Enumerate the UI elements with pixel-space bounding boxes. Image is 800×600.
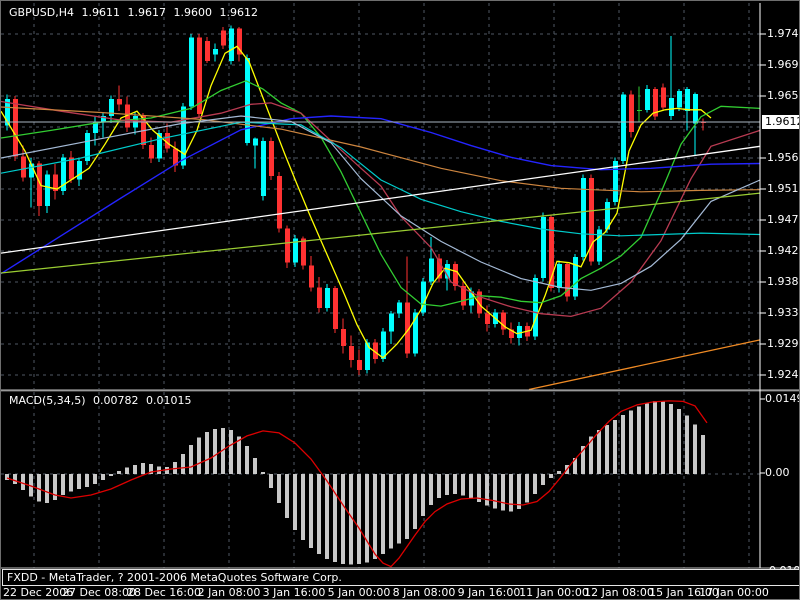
time-axis-label: 2 Jan 08:00 bbox=[197, 586, 261, 599]
macd-histogram bbox=[5, 400, 705, 565]
time-axis-label: 5 Jan 00:00 bbox=[327, 586, 391, 599]
time-axis-label: 15 Jan 16:00 bbox=[649, 586, 719, 599]
price-axis-label: 1.9425 bbox=[767, 244, 799, 257]
quote-open: 1.9611 bbox=[81, 6, 120, 19]
macd-name: MACD(5,34,5) bbox=[9, 394, 86, 407]
time-axis-label: 9 Jan 16:00 bbox=[457, 586, 521, 599]
ma-goldenrod bbox=[1, 106, 761, 193]
time-axis-label: 12 Jan 08:00 bbox=[584, 586, 654, 599]
trendline-orange bbox=[528, 339, 761, 391]
price-axis-label: 1.9560 bbox=[767, 151, 799, 164]
symbol-period: GBPUSD,H4 bbox=[9, 6, 74, 19]
time-axis-label: 22 Dec 2006 bbox=[3, 586, 74, 599]
macd-signal-line bbox=[6, 400, 708, 568]
price-axis-label: 1.9515 bbox=[767, 182, 799, 195]
time-axis-label: 3 Jan 16:00 bbox=[262, 586, 326, 599]
macd-value: 0.00782 bbox=[93, 394, 139, 407]
candlestick-series bbox=[5, 25, 706, 375]
ma-blue bbox=[1, 115, 761, 275]
macd-axis-label: 0.01498 bbox=[765, 392, 799, 405]
price-axis-label: 1.9245 bbox=[767, 368, 799, 381]
macd-indicator-label: MACD(5,34,5) 0.00782 0.01015 bbox=[9, 394, 196, 407]
quote-low: 1.9600 bbox=[173, 6, 212, 19]
current-price-box: 1.9612 bbox=[762, 115, 799, 129]
time-axis-label: 17 Jan 00:00 bbox=[699, 586, 769, 599]
price-axis-label: 1.9650 bbox=[767, 89, 799, 102]
price-axis-label: 1.9290 bbox=[767, 337, 799, 350]
ma-yellow-fast bbox=[1, 45, 712, 359]
price-axis-label: 1.9470 bbox=[767, 213, 799, 226]
symbol-ohlc-label: GBPUSD,H4 1.9611 1.9617 1.9600 1.9612 bbox=[9, 6, 262, 19]
ma-crimson bbox=[1, 100, 761, 318]
ma-lime bbox=[1, 80, 761, 307]
trendline-white bbox=[1, 145, 761, 254]
macd-axis-label: 0.00 bbox=[765, 466, 790, 479]
price-axis-label: 1.9740 bbox=[767, 27, 799, 40]
price-axis-label: 1.9695 bbox=[767, 58, 799, 71]
ma-cyan-slow bbox=[1, 121, 761, 237]
price-axis-label: 1.9380 bbox=[767, 275, 799, 288]
time-axis-label: 27 Dec 08:00 bbox=[62, 586, 136, 599]
quote-close: 1.9612 bbox=[219, 6, 258, 19]
time-axis-label: 11 Jan 00:00 bbox=[519, 586, 589, 599]
time-axis-label: 8 Jan 08:00 bbox=[392, 586, 456, 599]
pane-separators bbox=[1, 3, 799, 569]
grid-lines bbox=[1, 3, 760, 568]
time-axis-label: 28 Dec 16:00 bbox=[127, 586, 201, 599]
ma-steelblue bbox=[1, 115, 761, 291]
macd-signal-value: 0.01015 bbox=[146, 394, 192, 407]
status-bar: FXDD - MetaTrader, ? 2001-2006 MetaQuote… bbox=[2, 569, 799, 586]
price-axis-label: 1.9335 bbox=[767, 306, 799, 319]
quote-high: 1.9617 bbox=[127, 6, 166, 19]
trendline-yellowgreen bbox=[1, 192, 761, 274]
